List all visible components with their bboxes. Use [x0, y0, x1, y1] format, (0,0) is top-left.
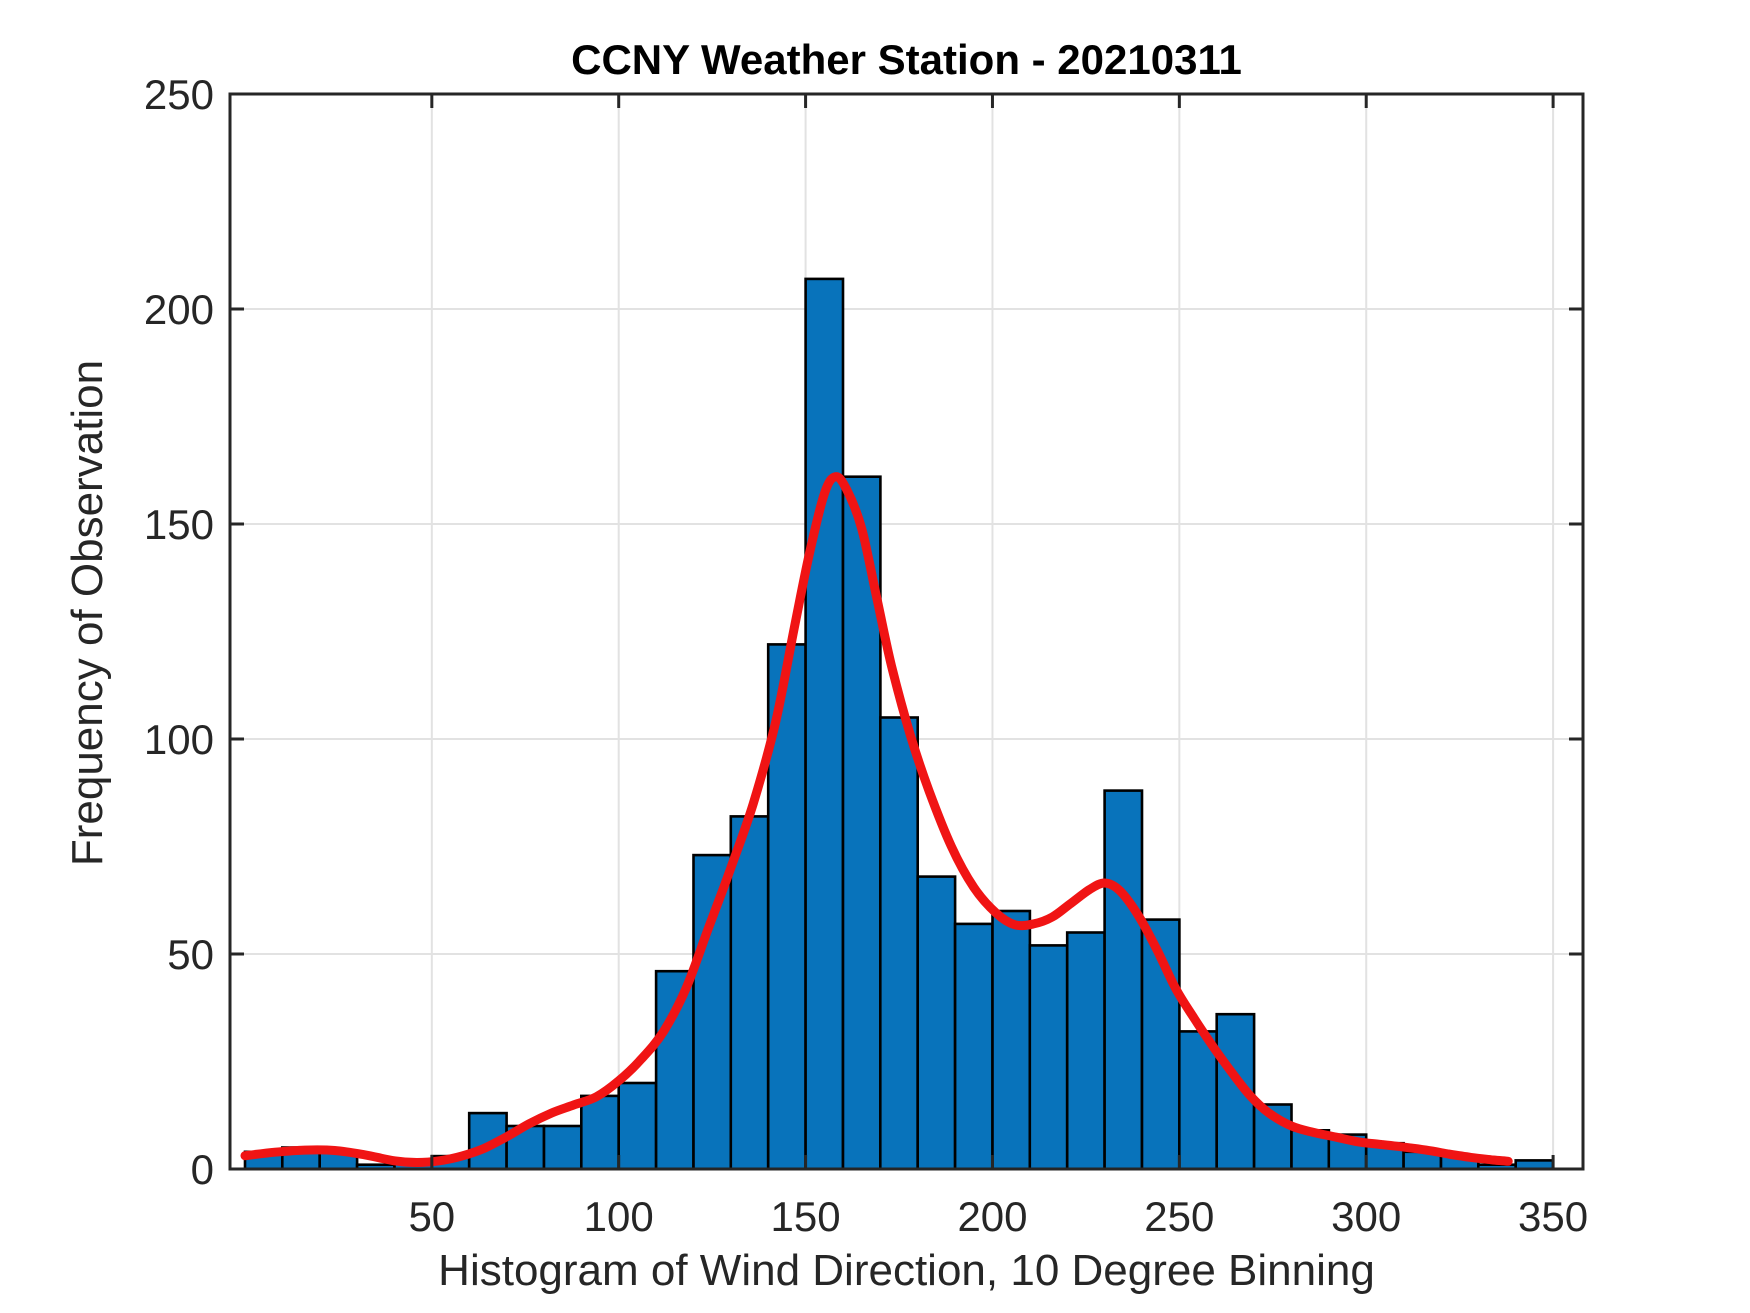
histogram-bar	[878, 716, 919, 1171]
x-axis-label: Histogram of Wind Direction, 10 Degree B…	[438, 1246, 1375, 1295]
y-tick-label: 250	[144, 71, 214, 118]
y-tick-label: 200	[144, 286, 214, 333]
histogram-bar	[579, 1094, 620, 1171]
chart-title: CCNY Weather Station - 20210311	[571, 36, 1242, 83]
histogram-bar	[953, 922, 994, 1171]
axes-frame	[228, 92, 1585, 1171]
y-tick-label: 100	[144, 716, 214, 763]
histogram-bar	[654, 969, 695, 1171]
x-tick-label: 100	[584, 1193, 654, 1240]
x-tick-label: 50	[408, 1193, 455, 1240]
histogram-bar	[916, 875, 957, 1171]
histogram-bars	[243, 277, 1555, 1171]
histogram-bar	[692, 853, 733, 1171]
y-tick-label: 50	[167, 931, 214, 978]
histogram-bar	[991, 909, 1032, 1171]
histogram-bar	[804, 277, 845, 1171]
histogram-bar	[542, 1124, 583, 1171]
histogram-bar	[1065, 931, 1106, 1171]
x-tick-label: 250	[1144, 1193, 1214, 1240]
histogram-bar	[1178, 1030, 1219, 1171]
axis-ticks	[230, 92, 1583, 1171]
x-tick-label: 200	[957, 1193, 1027, 1240]
fit-curve-line	[240, 472, 1513, 1167]
histogram-bar	[1028, 944, 1069, 1171]
x-tick-label: 150	[771, 1193, 841, 1240]
x-tick-label: 350	[1518, 1193, 1588, 1240]
histogram-bar	[1103, 789, 1144, 1171]
x-tick-label: 300	[1331, 1193, 1401, 1240]
histogram-bar	[729, 815, 770, 1171]
y-axis-label-text: Frequency of Observation	[63, 359, 112, 867]
tick-labels: 50 100 150 200 250 300 350 0 50 100 150 200 250	[144, 71, 1588, 1240]
histogram-bar	[617, 1081, 658, 1171]
y-tick-label: 150	[144, 501, 214, 548]
y-tick-label: 0	[191, 1146, 214, 1193]
